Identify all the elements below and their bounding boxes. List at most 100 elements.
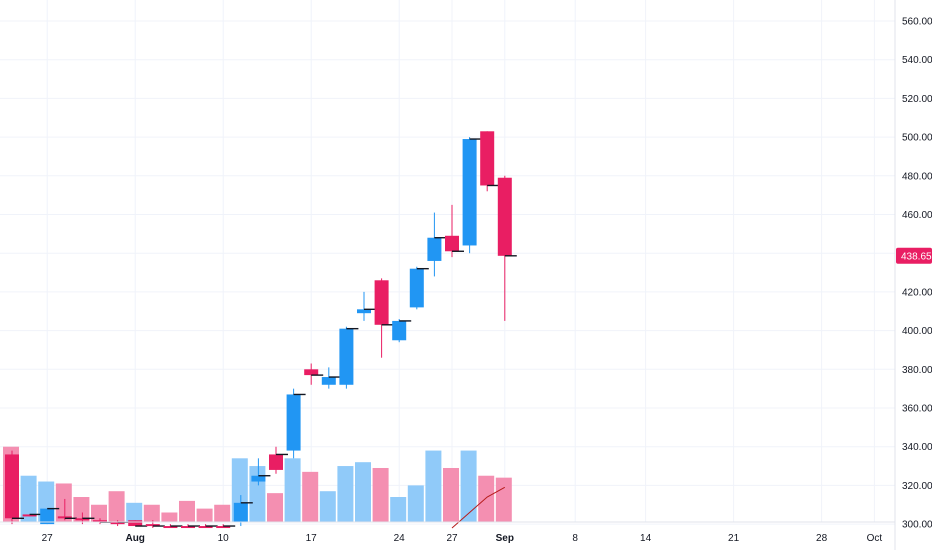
price-tick-label: 300.00 — [902, 520, 932, 531]
time-tick-label: 28 — [816, 533, 828, 544]
candle-body — [5, 454, 19, 519]
candle-body — [339, 328, 354, 385]
price-tick-label: 360.00 — [902, 404, 932, 415]
candle-body — [75, 518, 90, 521]
candle-body — [462, 139, 477, 246]
last-price-marker: 438.65 — [896, 247, 932, 264]
volume-bar — [55, 483, 72, 522]
candle[interactable] — [163, 524, 183, 529]
candle-body — [392, 320, 407, 341]
candle[interactable] — [181, 524, 200, 529]
volume-bar — [20, 475, 37, 522]
volume-bar — [478, 475, 495, 522]
time-tick-label: 10 — [218, 533, 230, 544]
price-tick-label: 320.00 — [902, 481, 932, 492]
volume-bar — [443, 467, 459, 522]
price-tick-label: 480.00 — [902, 171, 932, 182]
candle[interactable] — [321, 367, 341, 389]
candle-body — [145, 524, 160, 527]
price-tick-label: 500.00 — [902, 133, 932, 144]
volume-bar — [267, 493, 283, 522]
candle[interactable] — [233, 495, 253, 527]
candle[interactable] — [374, 278, 394, 358]
candle[interactable] — [497, 175, 517, 321]
time-tick-label: Sep — [496, 533, 514, 544]
price-tick-label: 420.00 — [902, 287, 932, 298]
candle[interactable] — [216, 524, 236, 529]
time-tick-label: 21 — [728, 533, 740, 544]
last-price-label: 438.65 — [901, 251, 932, 262]
time-axis[interactable]: 27 Aug 10 17 24 27 Sep 8 14 21 28 Oct — [0, 521, 895, 544]
volume-bar — [337, 466, 354, 522]
candle[interactable] — [128, 520, 148, 527]
candle[interactable] — [5, 450, 24, 525]
grid-lines — [0, 0, 895, 525]
volume-bar — [425, 450, 442, 522]
candle[interactable] — [198, 524, 218, 529]
candle[interactable] — [57, 498, 77, 521]
candle[interactable] — [409, 266, 429, 310]
time-tick-label: 27 — [446, 533, 458, 544]
volume-bar — [73, 497, 90, 522]
volume-bar — [108, 491, 125, 522]
candle[interactable] — [269, 446, 288, 474]
moving-average-line — [451, 486, 506, 529]
price-tick-label: 540.00 — [902, 55, 932, 66]
candle-body — [181, 526, 195, 529]
volume-bar — [372, 467, 389, 522]
volume-bar — [390, 497, 407, 522]
price-axis[interactable]: 560.00540.00520.00500.00480.00460.00440.… — [894, 0, 932, 550]
candle[interactable] — [304, 363, 324, 385]
volume-bar — [143, 504, 160, 522]
volume-bar — [196, 508, 213, 522]
volume-bars — [3, 446, 512, 522]
volume-bar — [126, 502, 143, 522]
ma-polyline — [451, 486, 506, 529]
volume-bar — [91, 504, 107, 522]
candle-body — [40, 508, 55, 525]
volume-bar — [495, 477, 512, 522]
time-tick-label: 8 — [572, 533, 578, 544]
time-tick-label: 14 — [640, 533, 652, 544]
candle[interactable] — [480, 131, 500, 192]
volume-bar — [355, 462, 371, 522]
price-tick-label: 400.00 — [902, 326, 932, 337]
candle-body — [321, 377, 336, 385]
candle[interactable] — [251, 458, 271, 486]
candle-body — [233, 502, 248, 523]
candle-body — [286, 394, 301, 451]
time-tick-label: 24 — [394, 533, 406, 544]
volume-bar — [319, 491, 336, 522]
candle-body — [198, 526, 213, 529]
candle-body — [269, 454, 283, 470]
candles[interactable] — [5, 131, 517, 529]
candle[interactable] — [392, 318, 412, 343]
candle-body — [22, 514, 37, 517]
candle[interactable] — [427, 212, 447, 277]
volume-bar — [284, 458, 301, 522]
price-tick-label: 380.00 — [902, 365, 932, 376]
candle[interactable] — [22, 513, 42, 517]
candle-body — [216, 526, 231, 529]
candle[interactable] — [357, 291, 376, 321]
candle-body — [409, 268, 424, 308]
volume-bar — [214, 504, 231, 522]
candle-body — [427, 237, 442, 261]
candle[interactable] — [286, 388, 306, 459]
candle[interactable] — [339, 326, 359, 389]
candle[interactable] — [445, 204, 464, 258]
price-tick-label: 340.00 — [902, 442, 932, 453]
price-tick-label: 460.00 — [902, 210, 932, 221]
volume-bar — [179, 500, 195, 522]
price-tick-label: 520.00 — [902, 94, 932, 105]
time-tick-label: 27 — [42, 533, 54, 544]
candle-body — [128, 520, 143, 527]
volume-bar — [302, 471, 319, 522]
candle-body — [480, 131, 495, 186]
volume-bar — [249, 466, 266, 522]
candle[interactable] — [462, 137, 482, 254]
candle-body — [497, 177, 512, 256]
candle-body — [163, 526, 178, 529]
